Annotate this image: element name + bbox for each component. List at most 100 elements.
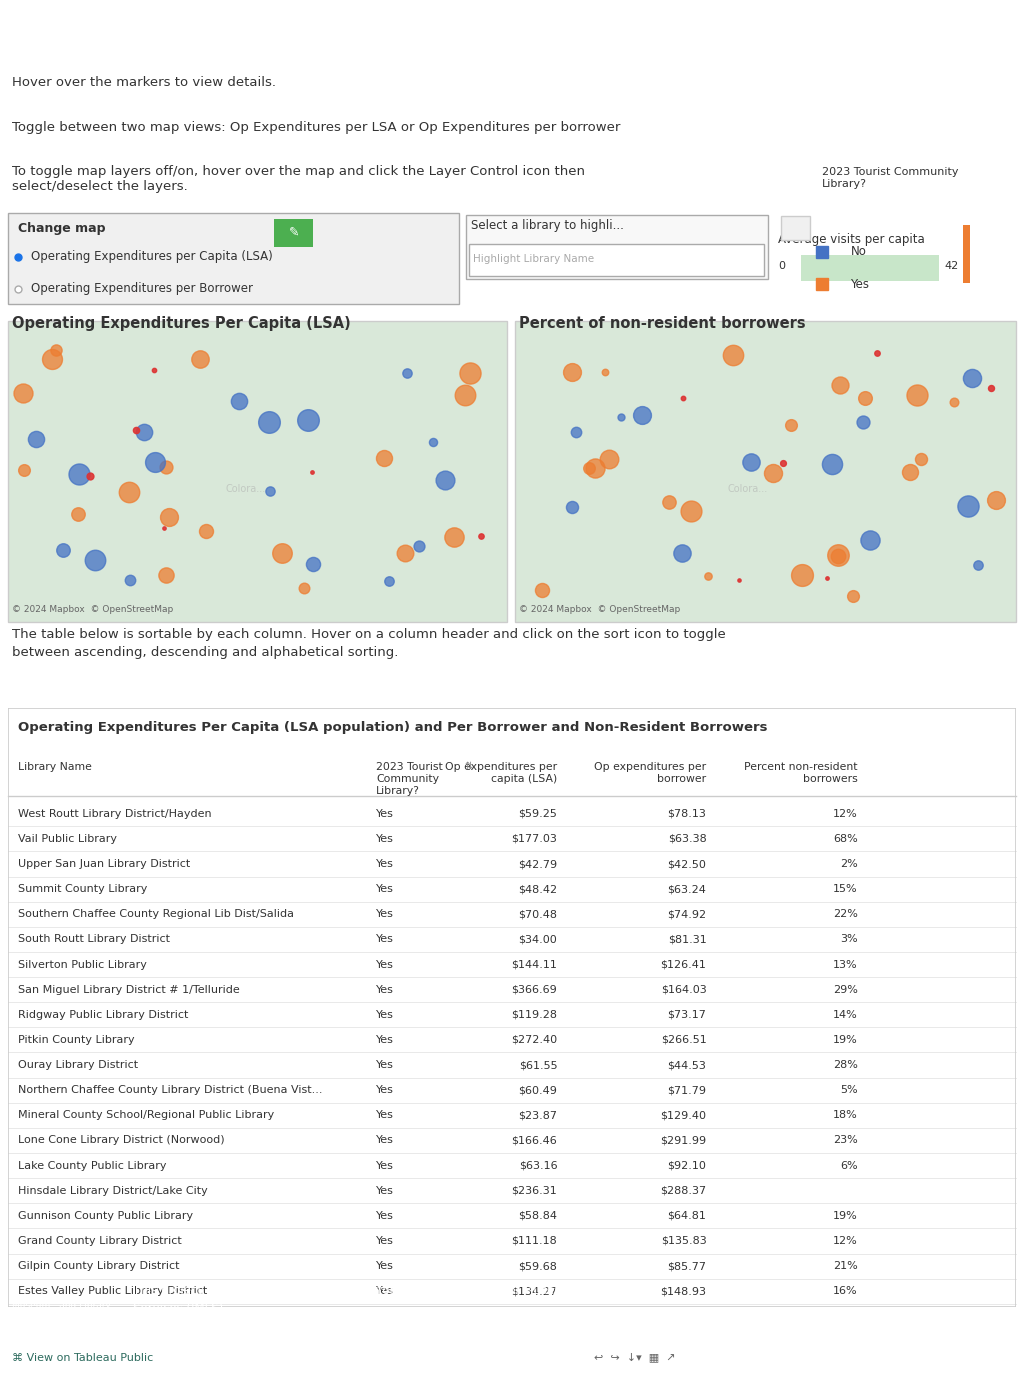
Point bbox=[273, 543, 290, 565]
Text: Yes: Yes bbox=[376, 985, 394, 994]
Text: $85.77: $85.77 bbox=[668, 1261, 707, 1271]
Text: $60.49: $60.49 bbox=[518, 1085, 557, 1095]
Text: 12%: 12% bbox=[833, 808, 858, 819]
Point bbox=[457, 384, 473, 406]
Text: $177.03: $177.03 bbox=[511, 834, 557, 844]
Point bbox=[970, 554, 986, 576]
FancyBboxPatch shape bbox=[8, 708, 1016, 1307]
Point bbox=[304, 461, 321, 483]
Text: 15%: 15% bbox=[833, 884, 858, 894]
Text: 68%: 68% bbox=[833, 834, 858, 844]
Text: ✎: ✎ bbox=[289, 226, 299, 238]
Text: $44.53: $44.53 bbox=[668, 1060, 707, 1070]
Text: Yes: Yes bbox=[376, 1286, 394, 1296]
Text: Yes: Yes bbox=[376, 884, 394, 894]
Text: 22%: 22% bbox=[833, 909, 858, 920]
Text: 16%: 16% bbox=[833, 1286, 858, 1296]
Point bbox=[675, 387, 691, 409]
Text: ⌘ View on Tableau Public: ⌘ View on Tableau Public bbox=[12, 1352, 154, 1363]
Text: $366.69: $366.69 bbox=[512, 985, 557, 994]
Point bbox=[946, 391, 963, 413]
Text: Lone Cone Library District (Norwood): Lone Cone Library District (Norwood) bbox=[18, 1136, 225, 1146]
Point bbox=[819, 567, 836, 589]
Point bbox=[462, 362, 478, 384]
Text: Yes: Yes bbox=[376, 1009, 394, 1020]
Point bbox=[568, 421, 585, 443]
Point bbox=[700, 565, 717, 587]
Text: Yes: Yes bbox=[376, 1186, 394, 1195]
Text: The table below is sortable by each column. Hover on a column header and click o: The table below is sortable by each colu… bbox=[12, 628, 726, 658]
Point bbox=[868, 341, 885, 364]
Text: $59.68: $59.68 bbox=[518, 1261, 557, 1271]
Point bbox=[730, 569, 746, 591]
Text: Yes: Yes bbox=[376, 808, 394, 819]
Text: 28%: 28% bbox=[833, 1060, 858, 1070]
Text: $71.79: $71.79 bbox=[668, 1085, 707, 1095]
Text: Hover over the markers to view details.: Hover over the markers to view details. bbox=[12, 76, 276, 88]
Point bbox=[158, 565, 174, 587]
Text: $42.79: $42.79 bbox=[518, 859, 557, 869]
Text: $73.17: $73.17 bbox=[668, 1009, 707, 1020]
Text: 6%: 6% bbox=[840, 1161, 858, 1170]
Text: 3%: 3% bbox=[840, 935, 858, 945]
Text: Northern Chaffee County Library District (Buena Vist...: Northern Chaffee County Library District… bbox=[18, 1085, 323, 1095]
Text: $63.24: $63.24 bbox=[668, 884, 707, 894]
Text: $266.51: $266.51 bbox=[660, 1036, 707, 1045]
Point bbox=[43, 348, 59, 370]
Text: Yes: Yes bbox=[376, 960, 394, 969]
Point bbox=[794, 565, 810, 587]
Point bbox=[381, 570, 397, 592]
Text: $236.31: $236.31 bbox=[512, 1186, 557, 1195]
Text: Yes: Yes bbox=[376, 1210, 394, 1221]
Point bbox=[157, 516, 173, 538]
Point bbox=[296, 577, 312, 599]
Point bbox=[912, 448, 929, 470]
Text: 19%: 19% bbox=[833, 1210, 858, 1221]
Text: Operating Expenditures per Capita (LSA): Operating Expenditures per Capita (LSA) bbox=[31, 251, 272, 263]
Text: Vail Public Library: Vail Public Library bbox=[18, 834, 118, 844]
Text: Percent non-resident
borrowers: Percent non-resident borrowers bbox=[744, 761, 858, 784]
Point bbox=[411, 536, 427, 558]
Point bbox=[743, 452, 760, 474]
Text: No: No bbox=[850, 245, 866, 259]
FancyBboxPatch shape bbox=[274, 219, 313, 246]
FancyBboxPatch shape bbox=[963, 226, 970, 282]
Text: Grand County Library District: Grand County Library District bbox=[18, 1237, 182, 1246]
Text: Southern Chaffee County Regional Lib Dist/Salida: Southern Chaffee County Regional Lib Dis… bbox=[18, 909, 294, 920]
Text: Highlight Library Name: Highlight Library Name bbox=[473, 253, 594, 264]
Point bbox=[765, 461, 781, 483]
Text: Average visits per capita: Average visits per capita bbox=[778, 233, 925, 246]
Text: $63.16: $63.16 bbox=[519, 1161, 557, 1170]
Text: Op expenditures per
capita (LSA): Op expenditures per capita (LSA) bbox=[445, 761, 557, 784]
Text: 13%: 13% bbox=[833, 960, 858, 969]
Text: $129.40: $129.40 bbox=[660, 1110, 707, 1121]
Point bbox=[48, 339, 65, 361]
Text: Upper San Juan Library District: Upper San Juan Library District bbox=[18, 859, 190, 869]
Text: ↩  ↪  ↓▾  ▦  ↗: ↩ ↪ ↓▾ ▦ ↗ bbox=[594, 1352, 676, 1363]
Point bbox=[831, 373, 848, 395]
Text: Yes: Yes bbox=[850, 278, 869, 291]
Text: Colora...: Colora... bbox=[225, 483, 265, 494]
Point bbox=[534, 580, 550, 602]
Text: Toggle between two map views: Op Expenditures per LSA or Op Expenditures per bor: Toggle between two map views: Op Expendi… bbox=[12, 121, 621, 134]
Point bbox=[145, 358, 162, 380]
Text: $126.41: $126.41 bbox=[660, 960, 707, 969]
FancyBboxPatch shape bbox=[8, 213, 459, 304]
Text: Museum™and Library: Museum™and Library bbox=[12, 1301, 112, 1310]
Text: Yes: Yes bbox=[376, 1110, 394, 1121]
Text: Mineral County School/Regional Public Library: Mineral County School/Regional Public Li… bbox=[18, 1110, 274, 1121]
Text: $48.42: $48.42 bbox=[518, 884, 557, 894]
Point bbox=[824, 453, 841, 475]
Point bbox=[587, 457, 603, 479]
Point bbox=[87, 549, 103, 571]
Point bbox=[136, 421, 153, 443]
Point bbox=[305, 554, 322, 576]
Text: $23.87: $23.87 bbox=[518, 1110, 557, 1121]
Text: $63.38: $63.38 bbox=[668, 834, 707, 844]
Point bbox=[436, 470, 453, 492]
Point bbox=[783, 413, 800, 435]
Text: Yes: Yes bbox=[376, 1085, 394, 1095]
Text: $78.13: $78.13 bbox=[668, 808, 707, 819]
Text: Estes Valley Public Library District: Estes Valley Public Library District bbox=[18, 1286, 208, 1296]
Point bbox=[82, 465, 98, 487]
